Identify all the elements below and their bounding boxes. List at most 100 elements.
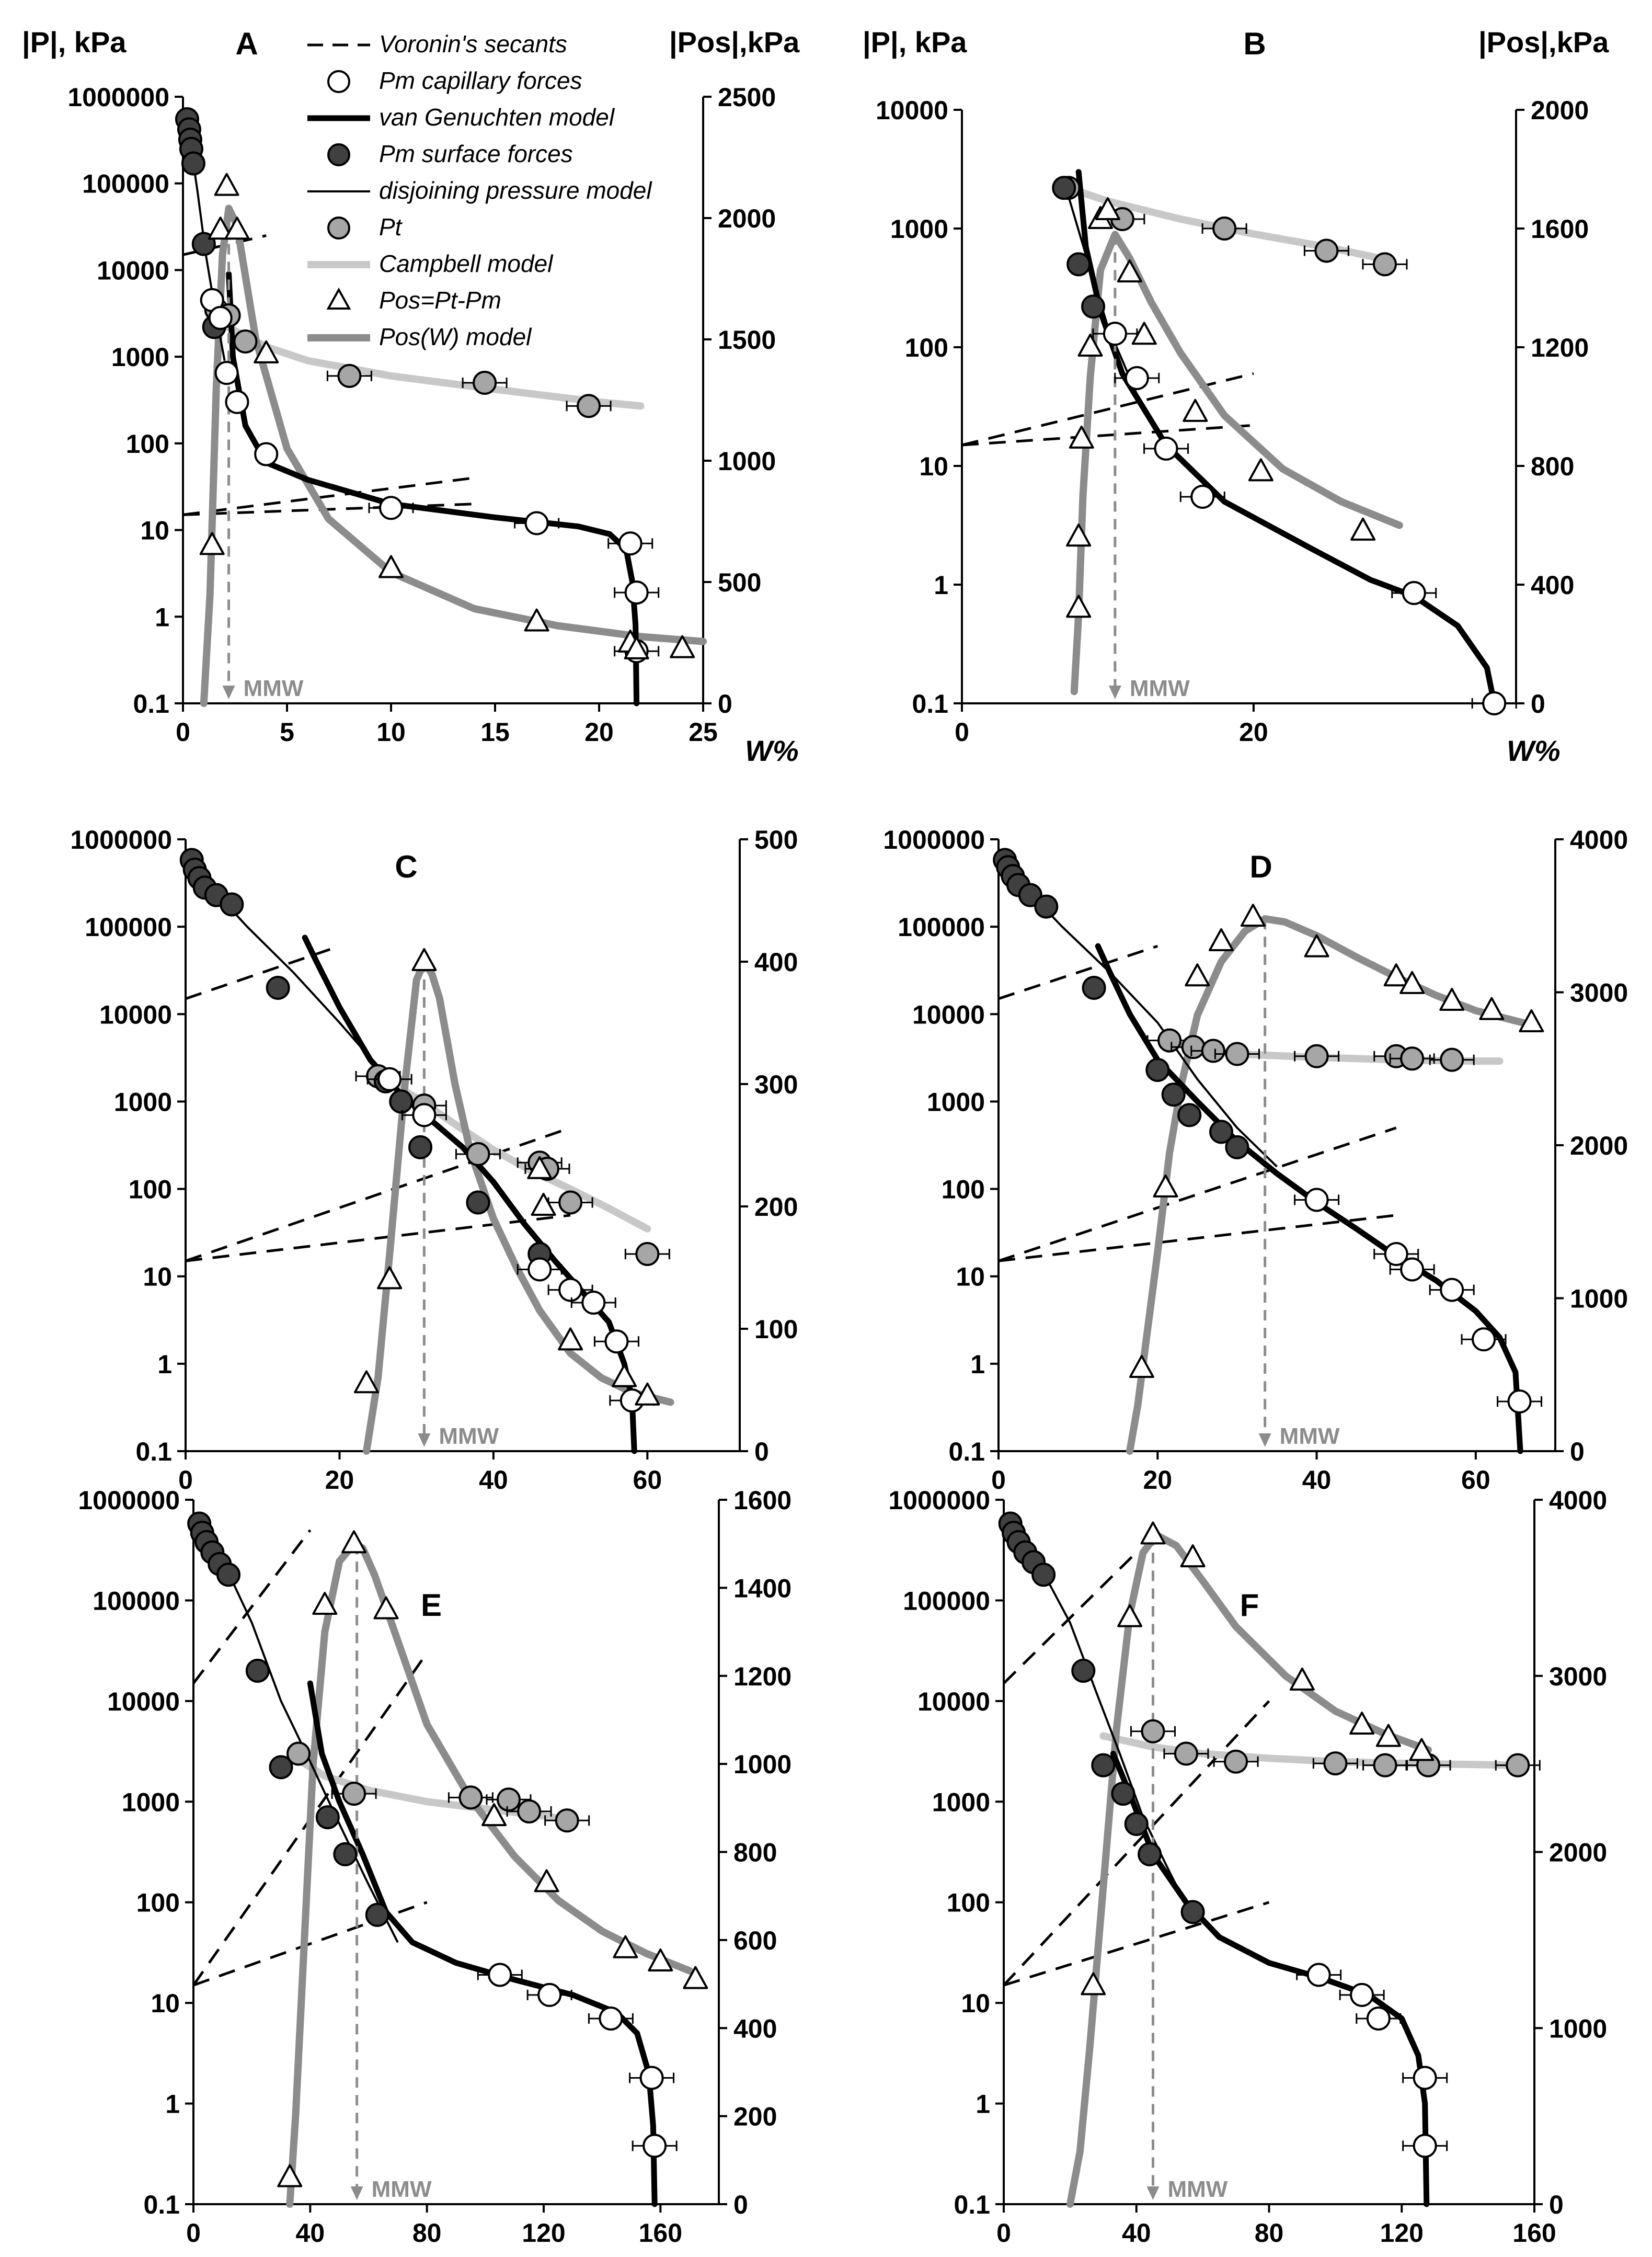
panel-f-voronin-secant bbox=[1003, 1551, 1138, 1684]
panel-d-pt-point bbox=[1304, 1044, 1329, 1068]
panel-a-left-tick-label: 1 bbox=[155, 602, 169, 632]
panel-e-pm-capillary-point bbox=[639, 2066, 664, 2090]
panel-c-pm-capillary-point bbox=[527, 1257, 552, 1282]
panel-e-voronin-secant bbox=[192, 1529, 312, 1684]
panel-b-right-tick-label: 800 bbox=[1531, 452, 1574, 481]
panel-d-pm-capillary-point bbox=[1304, 1188, 1329, 1212]
panel-f-left-tick-label: 10000 bbox=[917, 1687, 990, 1716]
panel-f-campbell-curve bbox=[1099, 1732, 1522, 1769]
panel-c-pt-point bbox=[635, 1242, 660, 1267]
panel-e-pm-surface-point bbox=[315, 1805, 340, 1830]
panel-b-left-tick-label: 0.1 bbox=[912, 689, 948, 719]
panel-a-left-tick-label: 10 bbox=[140, 516, 169, 545]
panel-f-left-tick-label: 1 bbox=[976, 2090, 990, 2119]
panel-a-pm-capillary-point bbox=[618, 531, 643, 556]
panel-f-pm-capillary-point bbox=[1350, 1982, 1374, 2007]
panel-f-right-tick-label: 2000 bbox=[1549, 1838, 1607, 1867]
panel-e-pm-capillary-point bbox=[488, 1963, 512, 1987]
panel-f-pm-capillary-point bbox=[1366, 2006, 1391, 2031]
panel-a-pos-point bbox=[670, 635, 695, 658]
panel-c-pm-capillary-point bbox=[604, 1329, 629, 1354]
panel-f-voronin-secant bbox=[1003, 1901, 1270, 1987]
panel-e-left-tick-label: 1000 bbox=[122, 1787, 180, 1817]
panel-a-voronin-secant bbox=[182, 476, 475, 516]
panel-b-pm-surface-point bbox=[1066, 252, 1091, 277]
panel-a-right-tick-label: 1000 bbox=[718, 447, 776, 476]
panel-e-pm-capillary-point bbox=[537, 1982, 562, 2007]
panel-f-x-tick-label: 120 bbox=[1380, 2218, 1424, 2248]
legend-label-pt: Pt bbox=[379, 213, 403, 241]
panel-f-left-tick-label: 100 bbox=[947, 1888, 990, 1918]
panel-c-mmw-label: MMW bbox=[439, 1423, 499, 1449]
panel-f-mmw-label: MMW bbox=[1167, 2176, 1227, 2202]
panel-e-right-tick-label: 1400 bbox=[733, 1574, 791, 1603]
panel-c-pm-capillary-point bbox=[377, 1067, 402, 1091]
panel-a-left-tick-label: 0.1 bbox=[133, 689, 169, 719]
panel-b-mmw-arrowhead bbox=[1108, 686, 1121, 699]
panel-d-pos-point bbox=[1399, 971, 1425, 994]
panel-e-pos-point bbox=[312, 1592, 338, 1615]
panel-b-left-tick-label: 1000 bbox=[890, 214, 948, 244]
panel-b-left-tick-label: 100 bbox=[905, 333, 948, 362]
panel-f-x-tick-label: 40 bbox=[1122, 2218, 1151, 2248]
panel-e-x-tick-label: 0 bbox=[186, 2218, 201, 2248]
panel-a-right-tick-label: 0 bbox=[718, 689, 732, 719]
panel-b-voronin-secant bbox=[961, 424, 1254, 447]
panel-e-van-genuchten-curve bbox=[307, 1680, 658, 2207]
panel-a-pm-capillary-point bbox=[524, 511, 549, 535]
panel-c-right-tick-label: 300 bbox=[754, 1070, 798, 1099]
panel-f-pm-surface-point bbox=[1031, 1563, 1056, 1587]
panel-c-left-tick-label: 10000 bbox=[99, 1000, 172, 1029]
panel-e-pm-surface-point bbox=[269, 1755, 293, 1780]
panel-e-right-tick-label: 400 bbox=[733, 2014, 777, 2043]
panel-c-pm-surface-point bbox=[466, 1190, 490, 1215]
panel-e-campbell-curve bbox=[295, 1756, 577, 1825]
panel-c-pos-point bbox=[411, 948, 437, 971]
panel-f-pm-surface-point bbox=[1124, 1811, 1149, 1836]
panel-a-mmw-arrowhead bbox=[222, 686, 235, 699]
panel-a-x-tick-label: 10 bbox=[376, 717, 406, 747]
panel-b-right-tick-label: 400 bbox=[1531, 571, 1574, 600]
panel-f-left-tick-label: 10 bbox=[961, 1989, 990, 2018]
panel-e-pos-point bbox=[683, 1966, 708, 1989]
panel-e-pt-point bbox=[286, 1741, 311, 1766]
panel-d-left-tick-label: 1000000 bbox=[883, 825, 985, 854]
panel-e-left-tick-label: 1000000 bbox=[78, 1486, 180, 1515]
panel-f-x-tick-label: 80 bbox=[1255, 2218, 1284, 2248]
panel-c-pt-point bbox=[466, 1142, 490, 1167]
panel-d-pos-point bbox=[1209, 928, 1234, 951]
legend-label-campbell: Campbell model bbox=[379, 250, 554, 277]
panel-b-pos-point bbox=[1117, 259, 1142, 283]
panel-e-pt-point bbox=[458, 1785, 483, 1810]
panel-d-left-tick-label: 10 bbox=[956, 1262, 985, 1292]
panel-f-pos-point bbox=[1409, 1738, 1435, 1761]
panel-f-pm-capillary-point bbox=[1413, 2066, 1437, 2090]
panel-e-pm-surface-point bbox=[216, 1563, 240, 1587]
panel-e-x-tick-label: 40 bbox=[296, 2218, 325, 2248]
panel-d-pt-point bbox=[1201, 1039, 1225, 1063]
panel-e-pos-point bbox=[481, 1803, 507, 1827]
panel-e-x-tick-label: 160 bbox=[639, 2218, 682, 2248]
panel-b-xlabel: W% bbox=[1507, 734, 1561, 767]
panel-d-x-tick-label: 20 bbox=[1143, 1465, 1172, 1495]
panel-f-left-tick-label: 1000 bbox=[932, 1787, 990, 1817]
panel-b-pos-point bbox=[1095, 197, 1120, 220]
legend-label-pos-model: Pos(W) model bbox=[379, 323, 532, 350]
panel-e-right-tick-label: 1600 bbox=[733, 1486, 791, 1515]
panel-a-right-tick-label: 500 bbox=[718, 568, 761, 597]
panel-b-left-ylabel: |P|, kPa bbox=[863, 26, 967, 59]
panel-e-mmw-label: MMW bbox=[372, 2176, 432, 2202]
legend-label-disjoining: disjoining pressure model bbox=[379, 177, 652, 204]
panel-f-pt-point bbox=[1506, 1753, 1530, 1777]
panel-b-left-tick-label: 10 bbox=[919, 452, 948, 481]
panel-b-right-tick-label: 0 bbox=[1531, 689, 1545, 719]
panel-a-pos-point bbox=[199, 532, 225, 555]
panel-d-letter: D bbox=[1249, 849, 1272, 884]
panel-c-left-tick-label: 1000000 bbox=[70, 825, 172, 854]
panel-b-pm-capillary-point bbox=[1154, 436, 1178, 461]
panel-b-left-tick-label: 1 bbox=[934, 571, 948, 600]
panel-e-pt-point bbox=[555, 1808, 579, 1833]
panel-b-right-ylabel: |Pos|,kPa bbox=[1478, 26, 1609, 59]
panel-c-mmw-arrowhead bbox=[418, 1433, 431, 1447]
